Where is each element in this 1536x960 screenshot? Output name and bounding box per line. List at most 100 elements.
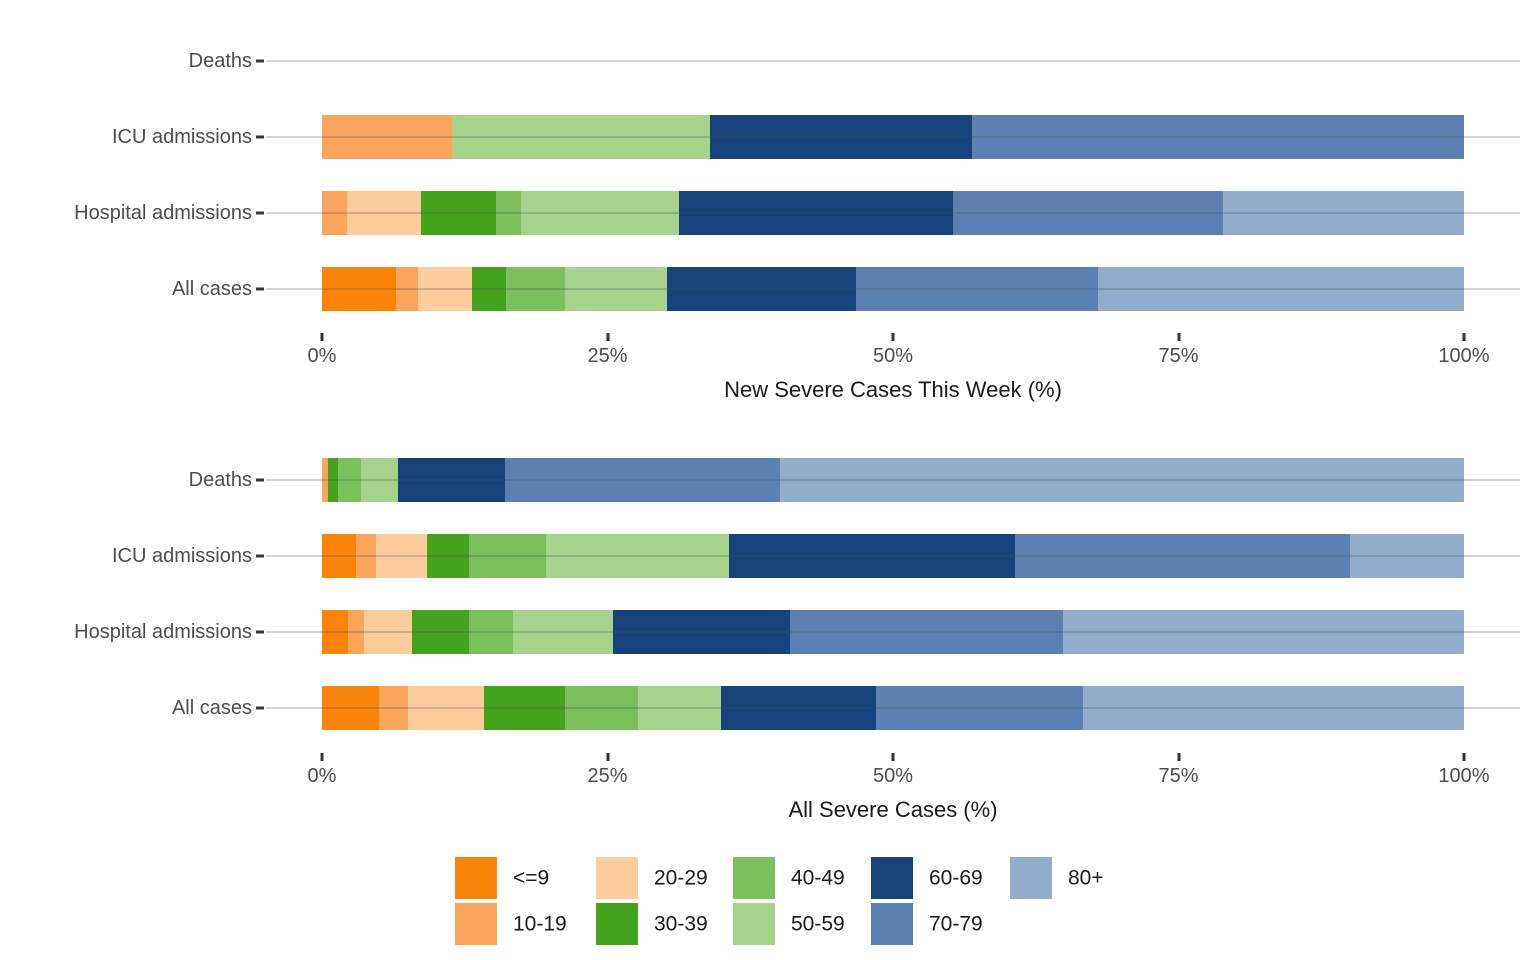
row-gridline [266, 60, 1520, 62]
bar-segment-age-20-29 [347, 191, 422, 235]
category-label-deaths: Deaths [188, 469, 252, 491]
bar-segment-age-50-59 [565, 267, 667, 311]
bar-segment-age-30-39 [471, 267, 506, 311]
stacked-bar-hospital-admissions [322, 610, 1464, 654]
bar-segment-age-60-69 [728, 534, 1016, 578]
row-gridline [266, 555, 1520, 557]
bar-segment-age-70-79 [504, 458, 780, 502]
y-axis-tick [256, 478, 264, 482]
row-gridline [266, 707, 1520, 709]
stacked-bar-icu-admissions [322, 534, 1464, 578]
x-axis-tick-label: 50% [872, 345, 914, 367]
bar-segment-age-40-49 [337, 458, 361, 502]
x-axis-tick-label: 0% [307, 765, 337, 787]
top-chart-x-axis-title: New Severe Cases This Week (%) [724, 377, 1062, 402]
category-label-all-cases: All cases [171, 278, 252, 300]
x-axis-tick [1462, 753, 1466, 761]
bar-segment-age-50-59 [545, 534, 729, 578]
legend-key-age-70-79 [871, 903, 913, 945]
legend-label-age-50-59: 50-59 [791, 912, 845, 936]
bar-segment-age-50-59 [520, 191, 680, 235]
row-gridline [266, 136, 1520, 138]
bar-segment-age-40-49 [565, 686, 639, 730]
bar-segment-age-<=9 [322, 686, 380, 730]
bar-segment-age-50-59 [360, 458, 399, 502]
category-label-hospital-admissions: Hospital admissions [74, 202, 252, 224]
bar-segment-age-80+ [1082, 686, 1464, 730]
legend-label-age-10-19: 10-19 [513, 912, 567, 936]
x-axis-tick [606, 753, 609, 761]
row-gridline [266, 288, 1520, 290]
bar-segment-age-80+ [1222, 191, 1464, 235]
x-axis-tick [320, 333, 324, 341]
bar-segment-age-30-39 [484, 686, 566, 730]
bar-segment-age-30-39 [412, 610, 470, 654]
legend-key-age-20-29 [596, 857, 638, 899]
bar-segment-age-40-49 [469, 534, 546, 578]
row-gridline [266, 479, 1520, 481]
legend-label-age-80+: 80+ [1068, 866, 1104, 890]
legend-label-age-40-49: 40-49 [791, 866, 845, 890]
bar-segment-age-10-19 [379, 686, 408, 730]
x-axis-tick [1462, 333, 1466, 341]
y-axis-tick [256, 706, 264, 710]
bar-segment-age-10-19 [356, 534, 376, 578]
bar-segment-age-10-19 [322, 115, 453, 159]
legend-label-age-20-29: 20-29 [654, 866, 708, 890]
legend-key-age-30-39 [596, 903, 638, 945]
bar-segment-age-40-49 [469, 610, 513, 654]
row-gridline [266, 212, 1520, 214]
bar-segment-age-30-39 [327, 458, 338, 502]
legend-label-age-70-79: 70-79 [929, 912, 983, 936]
bar-segment-age-70-79 [875, 686, 1083, 730]
category-label-all-cases: All cases [171, 697, 252, 719]
category-label-icu-admissions: ICU admissions [111, 545, 252, 567]
x-axis-tick-label: 0% [307, 345, 337, 367]
x-axis-tick-label: 50% [872, 765, 914, 787]
bar-segment-age-20-29 [407, 686, 485, 730]
bar-segment-age-50-59 [452, 115, 711, 159]
bar-segment-age-80+ [1098, 267, 1464, 311]
bar-segment-age-60-69 [613, 610, 791, 654]
bar-segment-age-60-69 [679, 191, 954, 235]
x-axis-tick [1177, 753, 1180, 761]
x-axis-tick [891, 333, 895, 341]
bar-segment-age-<=9 [322, 610, 349, 654]
x-axis-tick [891, 753, 895, 761]
y-axis-tick [256, 287, 264, 291]
stacked-bar-hospital-admissions [322, 191, 1464, 235]
bar-segment-age-40-49 [495, 191, 521, 235]
y-axis-tick [256, 554, 264, 558]
bar-segment-age-60-69 [720, 686, 876, 730]
bar-segment-age-60-69 [666, 267, 857, 311]
row-gridline [266, 631, 1520, 633]
stacked-bar-deaths [322, 458, 1464, 502]
bar-segment-age-<=9 [322, 267, 397, 311]
bar-segment-age-60-69 [398, 458, 505, 502]
bar-segment-age-10-19 [348, 610, 365, 654]
bar-segment-age-70-79 [1015, 534, 1350, 578]
legend-key-age-40-49 [733, 857, 775, 899]
x-axis-tick-label: 100% [1438, 765, 1490, 787]
bar-segment-age-80+ [779, 458, 1464, 502]
bar-segment-age-20-29 [364, 610, 413, 654]
x-axis-tick [320, 753, 324, 761]
category-label-icu-admissions: ICU admissions [111, 126, 252, 148]
bar-segment-age-70-79 [971, 115, 1464, 159]
stacked-bar-icu-admissions [322, 115, 1464, 159]
category-label-hospital-admissions: Hospital admissions [74, 621, 252, 643]
legend-label-age-<=9: <=9 [513, 866, 550, 890]
x-axis-tick [1177, 333, 1180, 341]
x-axis-tick-label: 25% [587, 345, 628, 367]
bar-segment-age-40-49 [505, 267, 566, 311]
x-axis-tick-label: 75% [1158, 345, 1199, 367]
bar-segment-age-50-59 [638, 686, 721, 730]
bar-segment-age-50-59 [512, 610, 614, 654]
bar-segment-age-60-69 [710, 115, 972, 159]
x-axis-tick-label: 75% [1158, 765, 1199, 787]
x-axis-tick-label: 100% [1438, 345, 1490, 367]
y-axis-tick [256, 135, 264, 139]
legend-key-age-60-69 [871, 857, 913, 899]
x-axis-tick-label: 25% [587, 765, 628, 787]
